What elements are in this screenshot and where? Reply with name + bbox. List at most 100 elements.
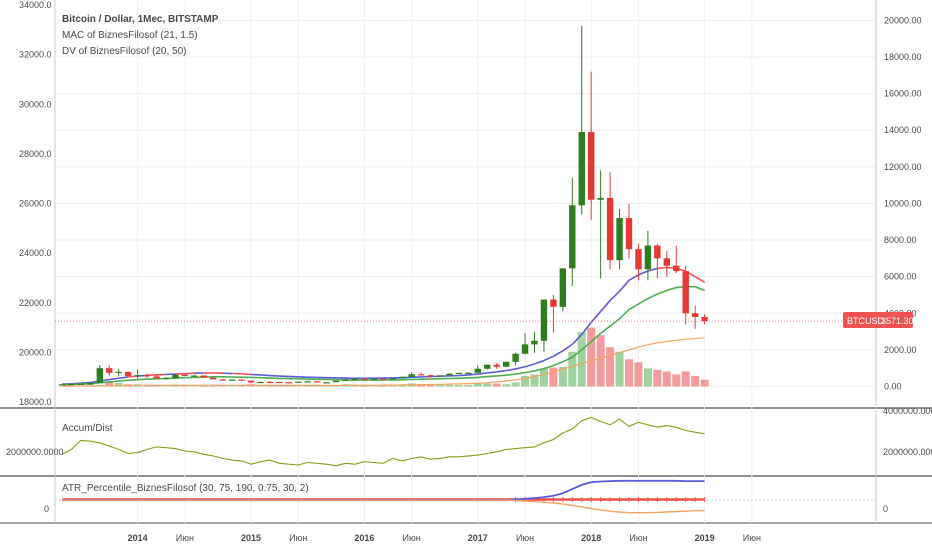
right-axis-tick: 10000.00 <box>884 198 922 208</box>
candles-layer <box>58 25 708 386</box>
volume-bar <box>615 351 624 387</box>
x-axis-label: 2015 <box>241 533 261 543</box>
volume-bar <box>190 385 199 387</box>
candle-body <box>389 378 396 380</box>
left-axis-tick: 22000.0 <box>19 298 52 308</box>
right-axis-tick: 6000.00 <box>884 272 917 282</box>
candle-body <box>588 132 595 200</box>
volume-bar <box>388 384 397 387</box>
mac-upper-segment <box>657 266 667 270</box>
volume-bar <box>436 384 444 387</box>
mac-upper-segment <box>250 373 261 376</box>
candle-body <box>446 373 453 376</box>
volume-bar <box>492 383 501 387</box>
x-axis-label: Июн <box>176 533 194 543</box>
volume-bar <box>275 385 284 387</box>
mac-upper-segment <box>543 355 554 362</box>
volume-bar <box>256 385 265 387</box>
x-axis-label: 2016 <box>354 533 374 543</box>
x-axis-label: Июн <box>516 533 534 543</box>
candle-body <box>380 378 387 380</box>
overlay-layer <box>55 266 843 514</box>
candle-body <box>370 378 378 380</box>
candle-body <box>106 368 113 373</box>
candle-body <box>399 376 406 379</box>
mac-upper-segment <box>590 310 602 323</box>
mac-upper-segment <box>118 376 129 380</box>
volume-bar <box>284 385 293 387</box>
candle-body <box>124 371 132 377</box>
atr-percentile-label: ATR_Percentile_BiznesFilosof (30, 75, 19… <box>62 483 309 494</box>
candle-body <box>276 382 283 384</box>
candle-body <box>635 249 642 270</box>
x-axis-label: 2017 <box>468 533 488 543</box>
volume-bar <box>105 381 114 387</box>
candle-body <box>96 368 103 383</box>
left-axis-tick: 26000.0 <box>19 199 52 209</box>
candle-body <box>238 379 245 381</box>
x-axis-label: 2019 <box>695 533 715 543</box>
candle-body <box>644 245 652 270</box>
candle-body <box>408 374 415 377</box>
mac-upper-segment <box>694 275 706 283</box>
mac-upper-segment <box>628 274 639 282</box>
volume-bar <box>511 382 520 387</box>
candle-body <box>342 379 349 381</box>
candle-body <box>512 353 519 362</box>
atr-orange-line <box>62 499 705 514</box>
atr-right-tick: 0 <box>883 504 888 514</box>
candle-body <box>484 364 491 369</box>
volume-bar <box>558 366 567 387</box>
candle-body <box>569 205 576 269</box>
candle-body <box>323 382 330 384</box>
mac-upper-segment <box>552 350 564 357</box>
candle-body <box>77 383 85 385</box>
volume-bar <box>634 362 643 387</box>
volume-bar <box>539 368 548 387</box>
candle-body <box>332 380 340 383</box>
volume-bar <box>606 347 615 387</box>
mac-upper-segment <box>241 373 252 376</box>
mac-upper-segment <box>260 374 270 377</box>
mac-upper-segment <box>80 381 91 385</box>
mac-upper-segment <box>477 372 488 375</box>
candle-body <box>304 381 311 383</box>
volume-bar <box>596 335 605 387</box>
volume-bar <box>417 384 426 387</box>
mac-upper-segment <box>562 343 573 352</box>
volume-bar <box>114 382 123 387</box>
x-axis-label: 2014 <box>128 533 148 543</box>
price-badge-symbol: BTCUSD <box>847 316 885 326</box>
candle-body <box>219 379 226 381</box>
price-badge: BTCUSD 3571.30 <box>843 312 914 328</box>
volume-bar <box>218 385 227 387</box>
axis-layer: 20000.0018000.0016000.0014000.0012000.00… <box>19 0 922 543</box>
volume-bar <box>568 351 577 387</box>
right-axis-tick: 16000.00 <box>884 89 922 99</box>
candle-body <box>313 381 321 383</box>
candle-body <box>417 374 425 376</box>
right-axis-tick: 2000.00 <box>884 345 917 355</box>
candle-body <box>285 382 292 384</box>
candle-body <box>181 374 189 376</box>
left-axis-tick: 18000.0 <box>19 397 52 407</box>
mac-upper-segment <box>581 321 592 335</box>
accum-dist-label: Accum/Dist <box>62 423 113 434</box>
volume-bar <box>473 382 482 387</box>
candle-body <box>200 375 207 378</box>
volume-bar <box>662 371 671 387</box>
candle-body <box>521 344 529 354</box>
candle-body <box>673 265 680 272</box>
volume-bar <box>161 385 170 387</box>
right-axis-tick: 14000.00 <box>884 125 922 135</box>
accum-dist-left-tick: 2000000.0000 <box>6 447 64 457</box>
mac-upper-segment <box>609 290 621 302</box>
dv-line <box>62 337 705 387</box>
price-badge-bg <box>843 312 913 328</box>
candle-body <box>531 340 538 345</box>
volume-bar <box>653 369 662 387</box>
candle-body <box>58 384 66 386</box>
mac-upper-segment <box>534 359 545 365</box>
volume-bar <box>587 327 596 387</box>
volume-bar <box>549 367 558 387</box>
